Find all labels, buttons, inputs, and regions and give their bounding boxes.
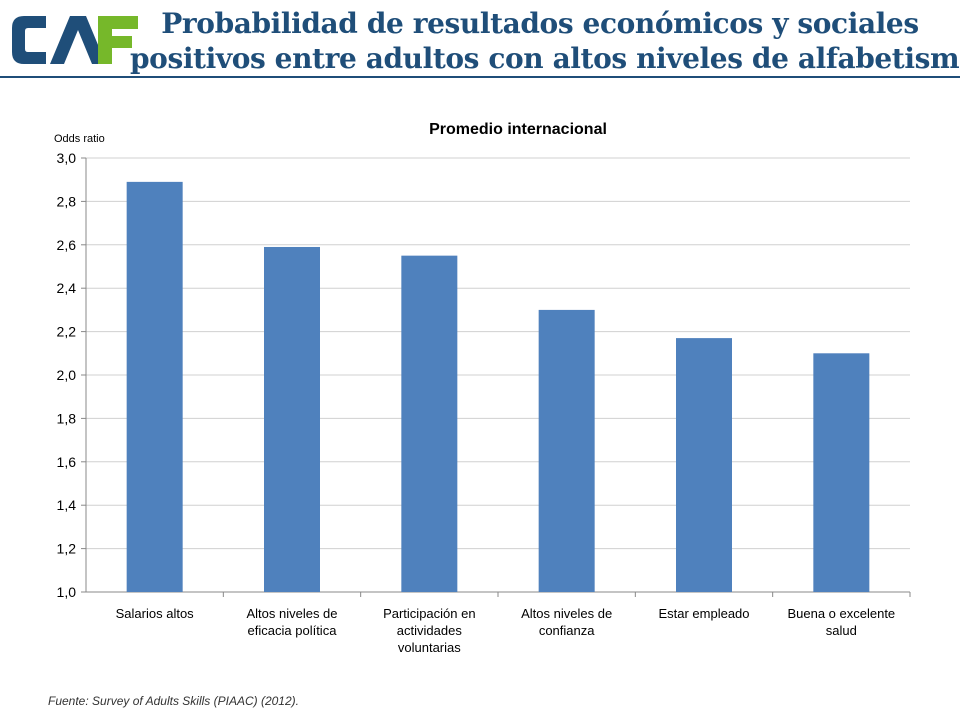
page-title-line-1: Probabilidad de resultados económicos y … bbox=[161, 7, 919, 40]
caf-logo bbox=[12, 16, 138, 64]
x-tick-label-line: eficacia política bbox=[248, 623, 338, 638]
x-tick-label-line: salud bbox=[826, 623, 857, 638]
y-tick-label: 1,4 bbox=[57, 497, 77, 513]
x-tick-label-line: Participación en bbox=[383, 606, 476, 621]
bar bbox=[401, 255, 458, 592]
logo-letter-c bbox=[12, 16, 46, 64]
page-title: Probabilidad de resultados económicos y … bbox=[130, 6, 960, 76]
bar bbox=[264, 246, 320, 592]
y-axis-label: Odds ratio bbox=[54, 133, 105, 145]
y-tick-label: 1,6 bbox=[57, 454, 77, 470]
x-tick-label-line: confianza bbox=[539, 623, 595, 638]
bar bbox=[538, 309, 595, 592]
bar bbox=[813, 353, 870, 592]
x-tick-label-line: voluntarias bbox=[398, 640, 461, 655]
y-tick-label: 1,8 bbox=[57, 410, 77, 426]
header-divider bbox=[0, 76, 960, 78]
x-tick-label-line: Buena o excelente bbox=[787, 606, 895, 621]
x-tick-label-line: Estar empleado bbox=[658, 606, 749, 621]
y-tick-label: 2,6 bbox=[57, 237, 77, 253]
x-tick-label-line: Altos niveles de bbox=[246, 606, 337, 621]
bar bbox=[126, 181, 183, 592]
x-tick-label-line: Salarios altos bbox=[116, 606, 195, 621]
x-tick-label: Estar empleado bbox=[658, 606, 749, 621]
y-tick-label: 2,2 bbox=[57, 324, 77, 340]
y-tick-label: 2,8 bbox=[57, 193, 77, 209]
chart-title: Promedio internacional bbox=[429, 121, 607, 138]
logo-letter-f bbox=[98, 16, 138, 64]
logo-letter-a bbox=[50, 16, 106, 64]
x-tick-label: Salarios altos bbox=[116, 606, 195, 621]
y-tick-label: 1,2 bbox=[57, 541, 77, 557]
page-title-line-2: positivos entre adultos con altos nivele… bbox=[130, 42, 960, 75]
x-tick-label: Buena o excelente salud bbox=[787, 606, 895, 638]
bar bbox=[676, 338, 732, 592]
bar-chart: Promedio internacional Odds ratio 1,0 1,2 1,… bbox=[54, 121, 911, 655]
x-tick-label: Altos niveles de eficacia política bbox=[246, 606, 337, 638]
y-tick-label: 3,0 bbox=[57, 150, 77, 166]
header: Probabilidad de resultados económicos y … bbox=[0, 0, 960, 78]
y-tick-label: 1,0 bbox=[57, 584, 77, 600]
y-tick-label: 2,0 bbox=[57, 367, 77, 383]
x-tick-label: Altos niveles de confianza bbox=[521, 606, 612, 638]
x-tick-label: Participación en actividades voluntarias bbox=[383, 606, 476, 655]
source-note: Fuente: Survey of Adults Skills (PIAAC) … bbox=[48, 694, 299, 708]
x-tick-label-line: Altos niveles de bbox=[521, 606, 612, 621]
y-tick-label: 2,4 bbox=[57, 280, 77, 296]
x-tick-label-line: actividades bbox=[397, 623, 463, 638]
